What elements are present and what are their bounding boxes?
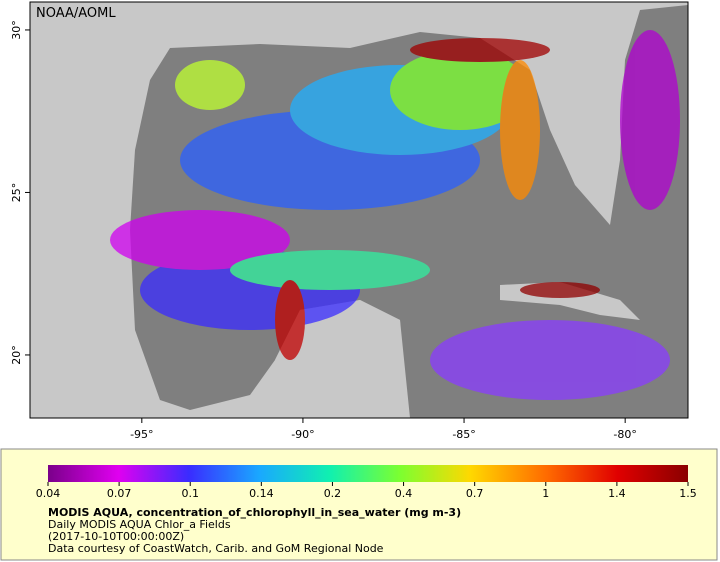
map <box>30 2 688 418</box>
x-tick-label: -90° <box>291 428 314 441</box>
x-tick-label: -85° <box>452 428 475 441</box>
caption-title: MODIS AQUA, concentration_of_chlorophyll… <box>48 506 461 519</box>
colorbar-tick-label: 0.4 <box>395 487 413 500</box>
colorbar-tick-label: 0.04 <box>36 487 61 500</box>
y-tick-label: 30° <box>10 20 23 40</box>
caption-line: (2017-10-10T00:00:00Z) <box>48 530 184 543</box>
colorbar-tick-label: 0.07 <box>107 487 132 500</box>
source-label: NOAA/AOML <box>36 6 116 21</box>
yucatan <box>275 300 405 418</box>
caption-line: Daily MODIS AQUA Chlor_a Fields <box>48 518 231 531</box>
y-tick-label: 20° <box>10 345 23 365</box>
x-tick-label: -80° <box>613 428 636 441</box>
caption-line: Data courtesy of CoastWatch, Carib. and … <box>48 542 384 555</box>
y-tick-label: 25° <box>10 183 23 203</box>
map-frame <box>29 1 689 419</box>
colorbar-tick-label: 1.4 <box>608 487 626 500</box>
colorbar <box>48 465 688 482</box>
colorbar-tick-label: 0.14 <box>249 487 274 500</box>
colorbar-tick-label: 0.1 <box>181 487 199 500</box>
chlorophyll-field <box>110 30 680 400</box>
x-tick-label: -95° <box>130 428 153 441</box>
colorbar-tick-label: 0.2 <box>324 487 342 500</box>
colorbar-tick-label: 1 <box>542 487 549 500</box>
colorbar-tick-label: 1.5 <box>679 487 697 500</box>
colorbar-tick-label: 0.7 <box>466 487 484 500</box>
